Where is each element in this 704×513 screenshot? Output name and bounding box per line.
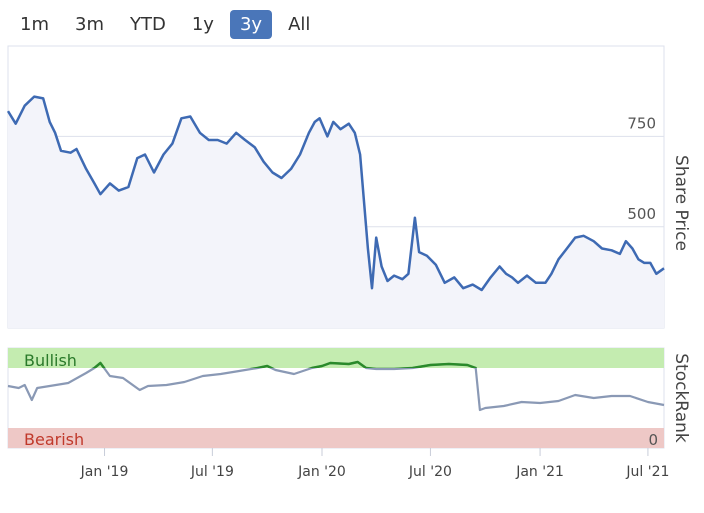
x-tick-label: Jan '21 xyxy=(515,464,564,480)
stockrank-bullish-segments xyxy=(91,360,477,368)
range-selector: 1m 3m YTD 1y 3y All xyxy=(10,6,326,42)
rank-tick-label: 0 xyxy=(648,431,658,449)
share-price-axis-title: Share Price xyxy=(671,155,691,251)
x-tick-label: Jul '21 xyxy=(625,464,669,480)
x-tick-label: Jul '20 xyxy=(408,464,452,480)
range-button-ytd[interactable]: YTD xyxy=(120,10,176,39)
stockrank-panel: Bullish Bearish 0 xyxy=(7,347,665,449)
range-button-1m[interactable]: 1m xyxy=(10,10,59,39)
bearish-band xyxy=(8,428,664,448)
x-tick-label: Jan '19 xyxy=(80,464,129,480)
x-axis: Jan '19 Jul '19 Jan '20 Jul '20 Jan '21 Jul '… xyxy=(80,448,669,480)
range-button-1y[interactable]: 1y xyxy=(182,10,224,39)
bullish-band xyxy=(8,348,664,368)
range-button-3m[interactable]: 3m xyxy=(65,10,114,39)
bearish-label: Bearish xyxy=(24,430,84,449)
bullish-label: Bullish xyxy=(24,351,77,370)
price-panel: 250500750 xyxy=(6,45,665,329)
share-price-line xyxy=(6,95,665,292)
stockrank-axis-title: StockRank xyxy=(671,353,691,443)
price-tick-label: 750 xyxy=(627,114,656,132)
range-button-all[interactable]: All xyxy=(278,10,320,39)
x-tick-label: Jan '20 xyxy=(297,464,346,480)
range-button-3y[interactable]: 3y xyxy=(229,9,273,39)
x-tick-label: Jul '19 xyxy=(190,464,234,480)
price-tick-label: 500 xyxy=(627,205,656,223)
price-area xyxy=(8,96,664,328)
